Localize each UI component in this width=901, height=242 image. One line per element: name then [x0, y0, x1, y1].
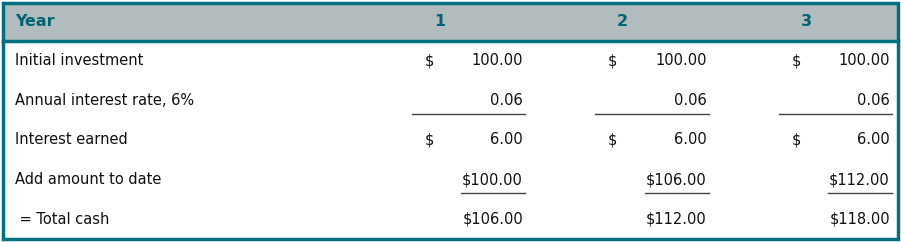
Text: 0.06: 0.06 — [857, 93, 890, 108]
Text: 100.00: 100.00 — [471, 53, 523, 68]
Text: 1: 1 — [433, 15, 445, 30]
Text: $: $ — [424, 133, 434, 148]
Text: $: $ — [792, 53, 801, 68]
Text: 100.00: 100.00 — [655, 53, 706, 68]
Text: $106.00: $106.00 — [462, 212, 523, 227]
Text: Interest earned: Interest earned — [15, 133, 128, 148]
Text: $100.00: $100.00 — [462, 172, 523, 187]
Text: $118.00: $118.00 — [830, 212, 890, 227]
Text: 100.00: 100.00 — [839, 53, 890, 68]
Text: $112.00: $112.00 — [829, 172, 890, 187]
Bar — [3, 41, 898, 239]
Text: $: $ — [792, 133, 801, 148]
Bar — [3, 3, 898, 41]
Text: $106.00: $106.00 — [646, 172, 706, 187]
Text: Add amount to date: Add amount to date — [15, 172, 161, 187]
Text: $: $ — [608, 133, 617, 148]
Text: $112.00: $112.00 — [646, 212, 706, 227]
Text: 6.00: 6.00 — [857, 133, 890, 148]
Text: Annual interest rate, 6%: Annual interest rate, 6% — [15, 93, 194, 108]
Text: 0.06: 0.06 — [490, 93, 523, 108]
Text: 6.00: 6.00 — [490, 133, 523, 148]
Text: 3: 3 — [801, 15, 812, 30]
Text: $: $ — [424, 53, 434, 68]
Text: Initial investment: Initial investment — [15, 53, 143, 68]
Text: 0.06: 0.06 — [674, 93, 706, 108]
Text: 6.00: 6.00 — [674, 133, 706, 148]
Text: 2: 2 — [617, 15, 628, 30]
Text: Year: Year — [15, 15, 55, 30]
Text: = Total cash: = Total cash — [15, 212, 109, 227]
Text: $: $ — [608, 53, 617, 68]
